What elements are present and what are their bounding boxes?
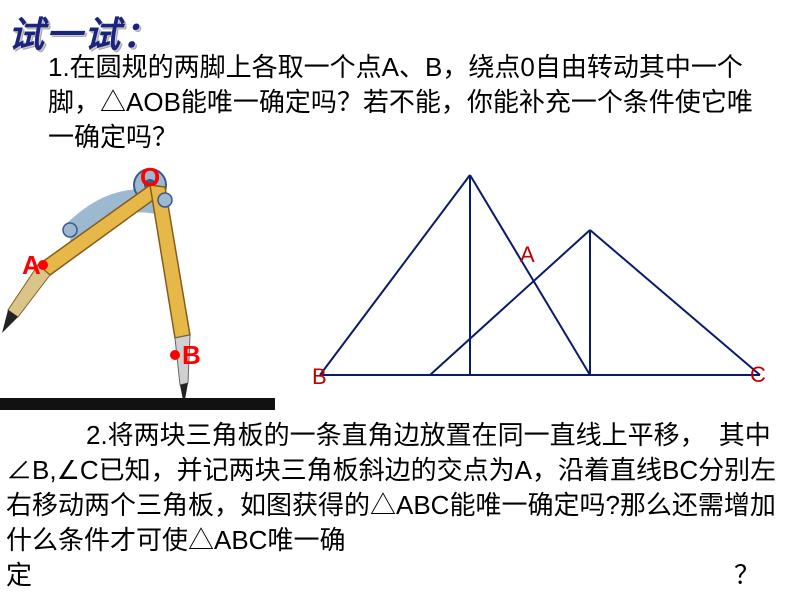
compass-label-o: O bbox=[140, 162, 160, 193]
compass-footer-bar bbox=[0, 398, 275, 410]
compass-label-b: B bbox=[182, 340, 201, 371]
question-1: 1.在圆规的两脚上各取一个点A、B，绕点0自由转动其中一个脚，△AOB能唯一确定… bbox=[48, 50, 768, 155]
triangle-label-b: B bbox=[312, 364, 327, 390]
compass-point-a bbox=[38, 260, 48, 270]
compass-point-b bbox=[170, 350, 180, 360]
triangle-diagram bbox=[300, 165, 770, 395]
question-2: 2.将两块三角板的一条直角边放置在同一直线上平移， 其中∠B,∠C已知，并记两块… bbox=[6, 418, 786, 593]
triangle-label-c: C bbox=[750, 362, 766, 388]
compass-diagram bbox=[0, 165, 275, 410]
triangle-label-a: A bbox=[520, 242, 535, 268]
question-2-line1: 2.将两块三角板的一条直角边放置在同一直线上平移 bbox=[6, 418, 680, 453]
